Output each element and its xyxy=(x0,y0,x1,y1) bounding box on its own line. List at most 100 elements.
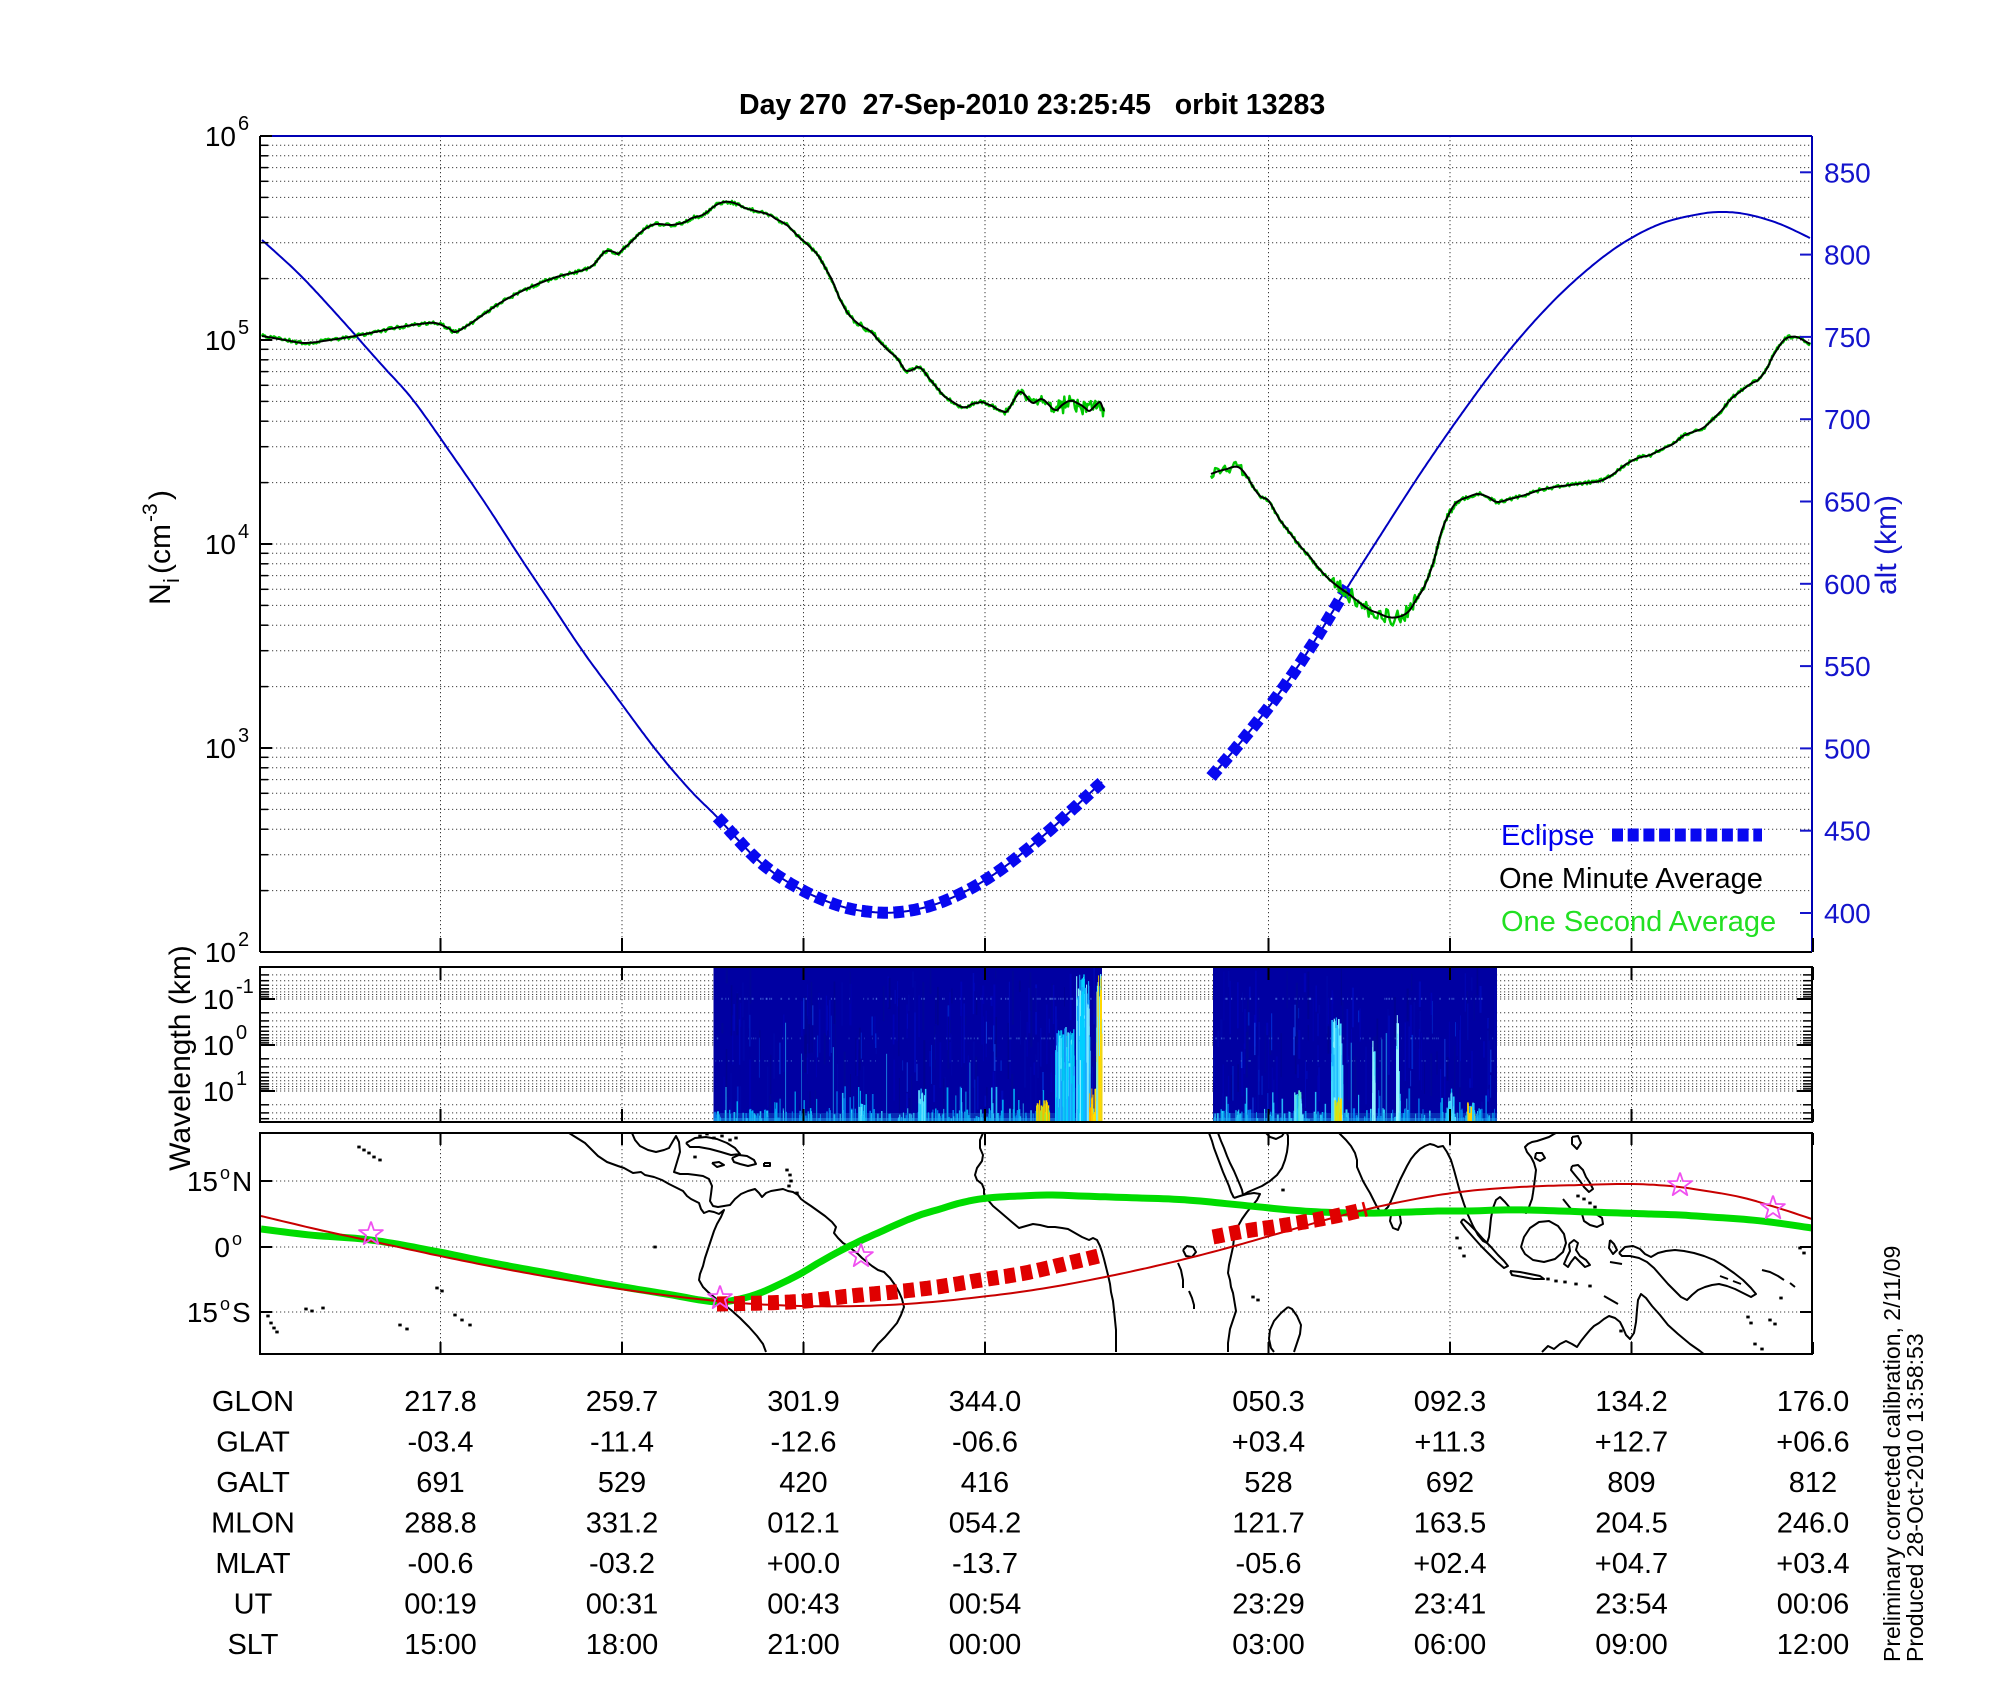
svg-text:18:00: 18:00 xyxy=(586,1629,659,1661)
svg-text:134.2: 134.2 xyxy=(1595,1386,1668,1418)
svg-text:SLT: SLT xyxy=(227,1629,278,1661)
svg-text:03:00: 03:00 xyxy=(1232,1629,1305,1661)
svg-text:600: 600 xyxy=(1824,569,1871,600)
svg-text:-03.4: -03.4 xyxy=(407,1427,473,1459)
svg-text:331.2: 331.2 xyxy=(586,1508,659,1540)
svg-text:Eclipse: Eclipse xyxy=(1501,820,1595,852)
svg-text:691: 691 xyxy=(416,1467,464,1499)
svg-text:23:54: 23:54 xyxy=(1595,1589,1668,1621)
svg-text:00:06: 00:06 xyxy=(1777,1589,1850,1621)
svg-text:10: 10 xyxy=(205,733,236,764)
svg-text:00:54: 00:54 xyxy=(949,1589,1022,1621)
svg-text:10: 10 xyxy=(205,325,236,356)
svg-text:12:00: 12:00 xyxy=(1777,1629,1850,1661)
svg-text:176.0: 176.0 xyxy=(1777,1386,1850,1418)
svg-text:850: 850 xyxy=(1824,157,1871,188)
svg-text:259.7: 259.7 xyxy=(586,1386,659,1418)
svg-text:GLAT: GLAT xyxy=(216,1427,290,1459)
svg-text:217.8: 217.8 xyxy=(404,1386,477,1418)
svg-text:092.3: 092.3 xyxy=(1414,1386,1487,1418)
svg-text:+03.4: +03.4 xyxy=(1232,1427,1305,1459)
svg-text:700: 700 xyxy=(1824,404,1871,435)
svg-text:+04.7: +04.7 xyxy=(1595,1548,1668,1580)
svg-text:MLAT: MLAT xyxy=(215,1548,290,1580)
svg-text:163.5: 163.5 xyxy=(1414,1508,1487,1540)
svg-text:alt (km): alt (km) xyxy=(1870,495,1903,595)
svg-text:-1: -1 xyxy=(236,976,254,998)
svg-text:GALT: GALT xyxy=(216,1467,290,1499)
svg-text:+06.6: +06.6 xyxy=(1776,1427,1849,1459)
svg-text:416: 416 xyxy=(961,1467,1009,1499)
svg-text:400: 400 xyxy=(1824,898,1871,929)
svg-text:550: 550 xyxy=(1824,651,1871,682)
svg-text:301.9: 301.9 xyxy=(767,1386,840,1418)
svg-text:-13.7: -13.7 xyxy=(952,1548,1018,1580)
svg-text:o: o xyxy=(220,1294,230,1314)
svg-text:2: 2 xyxy=(238,929,249,951)
svg-text:809: 809 xyxy=(1607,1467,1655,1499)
svg-text:One Second Average: One Second Average xyxy=(1501,906,1776,938)
svg-text:420: 420 xyxy=(779,1467,827,1499)
svg-text:00:00: 00:00 xyxy=(949,1629,1022,1661)
svg-text:One Minute Average: One Minute Average xyxy=(1499,863,1763,895)
svg-text:o: o xyxy=(220,1163,230,1183)
svg-text:5: 5 xyxy=(238,317,249,339)
svg-text:10: 10 xyxy=(205,529,236,560)
svg-text:+00.0: +00.0 xyxy=(767,1548,840,1580)
svg-text:23:29: 23:29 xyxy=(1232,1589,1305,1621)
svg-text:529: 529 xyxy=(598,1467,646,1499)
svg-text:Produced 28-Oct-2010 13:58:53: Produced 28-Oct-2010 13:58:53 xyxy=(1902,1333,1928,1662)
svg-text:204.5: 204.5 xyxy=(1595,1508,1668,1540)
svg-text:UT: UT xyxy=(234,1589,273,1621)
svg-text:MLON: MLON xyxy=(211,1508,295,1540)
svg-text:GLON: GLON xyxy=(212,1386,294,1418)
svg-text:-12.6: -12.6 xyxy=(770,1427,836,1459)
svg-text:06:00: 06:00 xyxy=(1414,1629,1487,1661)
svg-text:15:00: 15:00 xyxy=(404,1629,477,1661)
svg-text:-00.6: -00.6 xyxy=(407,1548,473,1580)
svg-text:N: N xyxy=(144,583,177,605)
svg-text:012.1: 012.1 xyxy=(767,1508,840,1540)
svg-text:10: 10 xyxy=(205,937,236,968)
svg-text:450: 450 xyxy=(1824,816,1871,847)
svg-text:+11.3: +11.3 xyxy=(1414,1427,1485,1459)
svg-text:528: 528 xyxy=(1244,1467,1292,1499)
svg-text:344.0: 344.0 xyxy=(949,1386,1022,1418)
svg-text:6: 6 xyxy=(238,113,249,135)
svg-text:650: 650 xyxy=(1824,487,1871,518)
svg-text:+12.7: +12.7 xyxy=(1595,1427,1668,1459)
svg-text:4: 4 xyxy=(238,521,249,543)
svg-text:+02.4: +02.4 xyxy=(1413,1548,1486,1580)
svg-text:246.0: 246.0 xyxy=(1777,1508,1850,1540)
svg-text:09:00: 09:00 xyxy=(1595,1629,1668,1661)
svg-text:Wavelength (km): Wavelength (km) xyxy=(164,945,197,1171)
svg-text:10: 10 xyxy=(203,984,234,1015)
svg-text:00:19: 00:19 xyxy=(404,1589,477,1621)
svg-text:00:31: 00:31 xyxy=(586,1589,659,1621)
svg-text:1: 1 xyxy=(236,1068,247,1090)
svg-text:-05.6: -05.6 xyxy=(1235,1548,1301,1580)
svg-text:S: S xyxy=(232,1297,251,1328)
svg-text:o: o xyxy=(232,1229,242,1249)
svg-text:10: 10 xyxy=(205,121,236,152)
svg-text:288.8: 288.8 xyxy=(404,1508,477,1540)
svg-text:15: 15 xyxy=(187,1297,218,1328)
svg-text:800: 800 xyxy=(1824,240,1871,271)
svg-text:Preliminary corrected calibrat: Preliminary corrected calibration, 2/11/… xyxy=(1879,1246,1905,1662)
svg-text:3: 3 xyxy=(238,725,249,747)
svg-text:23:41: 23:41 xyxy=(1414,1589,1487,1621)
svg-text:0: 0 xyxy=(214,1232,230,1263)
svg-text:00:43: 00:43 xyxy=(767,1589,840,1621)
svg-text:Day 270 27-Sep-2010 23:25:45: Day 270 27-Sep-2010 23:25:45 orbit 13283 xyxy=(739,89,1325,121)
svg-text:-06.6: -06.6 xyxy=(952,1427,1018,1459)
svg-text:15: 15 xyxy=(187,1166,218,1197)
svg-text:050.3: 050.3 xyxy=(1232,1386,1305,1418)
svg-text:054.2: 054.2 xyxy=(949,1508,1022,1540)
svg-text:812: 812 xyxy=(1789,1467,1837,1499)
svg-text:i: i xyxy=(159,578,184,583)
svg-text:121.7: 121.7 xyxy=(1232,1508,1305,1540)
svg-text:692: 692 xyxy=(1426,1467,1474,1499)
svg-text:10: 10 xyxy=(203,1076,234,1107)
svg-text:-03.2: -03.2 xyxy=(589,1548,655,1580)
svg-text:-11.4: -11.4 xyxy=(590,1427,654,1459)
